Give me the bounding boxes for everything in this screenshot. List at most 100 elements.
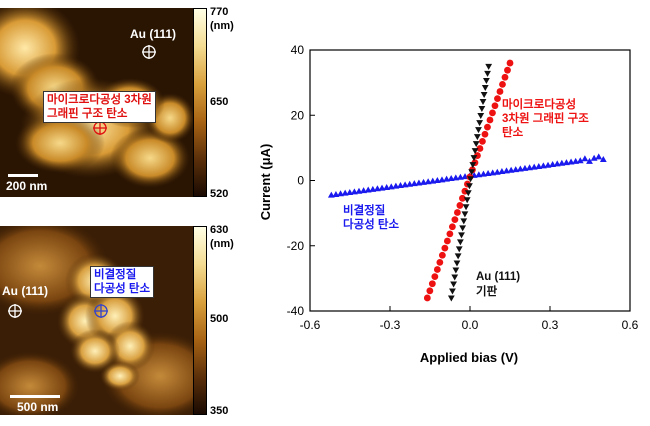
afm-top-au-label: Au (111) — [130, 27, 177, 41]
colorbar-bottom-unit: (nm) — [210, 238, 234, 250]
chart-series — [327, 59, 607, 302]
data-point — [504, 66, 511, 74]
x-axis-label: Applied bias (V) — [420, 350, 518, 365]
data-point — [478, 106, 486, 113]
data-point — [586, 157, 593, 164]
data-point — [599, 155, 607, 162]
data-point — [486, 116, 494, 124]
scale-bar-top — [8, 174, 38, 177]
data-point — [452, 267, 460, 274]
x-tick-label: -0.6 — [300, 318, 321, 332]
data-point — [595, 153, 603, 160]
annotation-red: 마이크로다공성 3차원 그래핀 구조 탄소 — [502, 97, 589, 139]
afm-image-bottom: Au (111) 비결정질 다공성 탄소 500 nm — [0, 226, 196, 415]
colorbar-bottom-min: 350 — [210, 405, 229, 417]
data-point — [462, 204, 470, 211]
data-point — [466, 183, 473, 190]
chart-ticks: -0.6 -0.3 0.0 0.3 0.6 40 20 0 -20 -40 — [287, 43, 639, 332]
colorbar-top — [193, 8, 207, 197]
data-point — [479, 137, 486, 145]
data-point — [443, 237, 451, 245]
sample-marker-bottom — [94, 304, 108, 318]
data-point — [463, 197, 471, 204]
colorbar-top-mid: 650 — [210, 96, 229, 108]
x-tick-label: 0.0 — [462, 318, 479, 332]
data-point — [438, 251, 446, 259]
colorbar-top-max: 770 — [210, 6, 229, 18]
data-point — [451, 274, 459, 281]
data-point — [426, 287, 434, 295]
data-point — [461, 211, 469, 218]
colorbar-top-unit: (nm) — [210, 20, 234, 32]
afm-top-sample-label: 마이크로다공성 3차원 그래핀 구조 탄소 — [43, 91, 156, 123]
data-point — [494, 95, 501, 103]
afm-topography-top — [0, 8, 196, 197]
data-point — [423, 294, 431, 302]
data-point — [449, 288, 456, 295]
data-point — [481, 84, 489, 91]
annotation-red-line3: 탄소 — [502, 125, 524, 139]
data-point — [469, 162, 477, 169]
data-point — [506, 59, 514, 67]
data-point — [476, 145, 484, 152]
data-point — [501, 73, 509, 81]
annotation-blue: 비결정질 다공성 탄소 — [343, 203, 400, 231]
data-point — [484, 70, 491, 77]
afm-bottom-sample-line1: 비결정질 — [94, 269, 137, 281]
data-point — [448, 223, 456, 231]
data-point — [467, 176, 474, 183]
data-point — [473, 134, 481, 141]
data-point — [477, 113, 485, 120]
afm-top-sample-line1: 마이크로다공성 3차원 — [47, 94, 152, 106]
data-point — [479, 99, 487, 106]
annotation-blue-line1: 비결정질 — [343, 203, 385, 217]
au-marker-top — [142, 45, 156, 59]
scale-label-top: 200 nm — [6, 179, 48, 193]
series-0 — [327, 153, 607, 198]
data-point — [431, 273, 439, 280]
data-point — [464, 190, 472, 197]
x-tick-label: -0.3 — [380, 318, 401, 332]
data-point — [436, 258, 444, 266]
annotation-red-line1: 마이크로다공성 — [502, 97, 576, 111]
data-point — [471, 148, 479, 155]
data-point — [454, 253, 462, 260]
data-point — [483, 77, 490, 84]
data-point — [481, 130, 489, 138]
y-tick-label: 20 — [291, 108, 305, 122]
data-point — [499, 81, 506, 88]
data-point — [485, 63, 493, 70]
data-point — [470, 155, 478, 162]
y-axis-label: Current (μA) — [258, 144, 273, 221]
data-point — [453, 209, 461, 216]
data-point — [459, 194, 466, 202]
data-point — [453, 260, 461, 267]
data-point — [472, 141, 480, 148]
afm-image-top: Au (111) 마이크로다공성 3차원 그래핀 구조 탄소 200 nm — [0, 8, 196, 197]
data-point — [441, 244, 449, 252]
data-point — [496, 88, 504, 95]
y-tick-label: 40 — [291, 43, 305, 57]
data-point — [576, 157, 584, 164]
annotation-black-line2: 기판 — [476, 284, 498, 298]
au-marker-bottom — [8, 304, 22, 318]
colorbar-top-min: 520 — [210, 188, 229, 200]
afm-bottom-sample-label: 비결정질 다공성 탄소 — [90, 266, 155, 298]
colorbar-bottom-max: 630 — [210, 224, 229, 236]
data-point — [468, 169, 476, 176]
afm-bottom-au-label: Au (111) — [2, 284, 49, 298]
x-tick-label: 0.6 — [622, 318, 639, 332]
colorbar-bottom — [193, 226, 207, 415]
data-point — [433, 266, 441, 273]
y-tick-label: -20 — [287, 239, 305, 253]
data-point — [447, 295, 455, 302]
y-tick-label: 0 — [297, 174, 304, 188]
afm-top-sample-line2: 그래핀 구조 탄소 — [47, 108, 128, 120]
series-1 — [423, 59, 514, 302]
data-point — [456, 202, 464, 209]
data-point — [458, 232, 465, 239]
y-tick-label: -40 — [287, 304, 305, 318]
annotation-blue-line2: 다공성 탄소 — [343, 217, 400, 231]
data-point — [489, 109, 496, 117]
annotation-black-line1: Au (111) — [476, 271, 520, 283]
